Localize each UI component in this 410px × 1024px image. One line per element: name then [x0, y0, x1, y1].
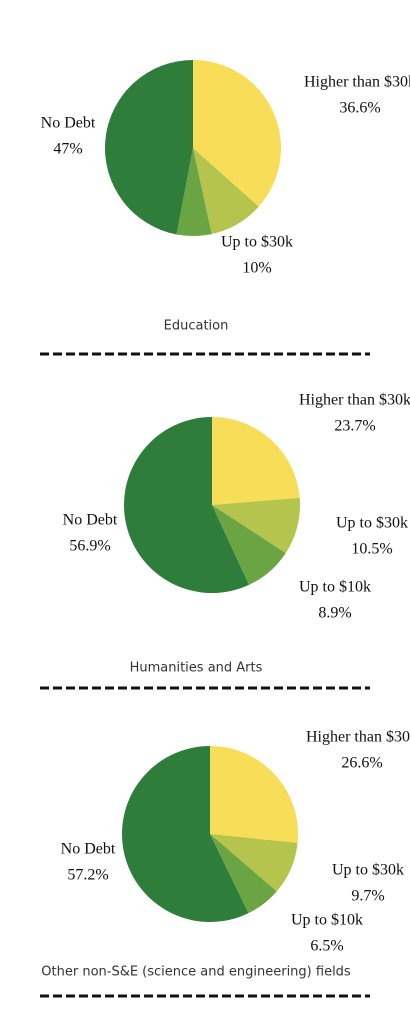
slice-value: 47%	[53, 141, 82, 158]
pie-slice	[193, 60, 281, 207]
slice-label: Up to $30k	[336, 515, 408, 532]
slice-label: Higher than $30k	[306, 729, 410, 746]
pie-slice	[210, 746, 298, 843]
slice-label: No Debt	[61, 841, 116, 858]
slice-label: Up to $10k	[299, 579, 371, 596]
pie-slice	[212, 417, 300, 505]
slice-value: 10%	[242, 260, 271, 277]
slice-label: No Debt	[63, 512, 118, 529]
slice-value: 57.2%	[67, 867, 108, 884]
pie-slice	[122, 746, 249, 922]
slice-value: 36.6%	[339, 100, 380, 117]
pie-slice	[212, 497, 301, 554]
slice-value: 10.5%	[351, 541, 392, 558]
slice-value: 6.5%	[310, 938, 343, 955]
slice-label: Up to $30k	[221, 234, 293, 251]
pie-slice	[210, 834, 298, 892]
pie-slice	[176, 148, 212, 236]
chart-caption: Education	[164, 319, 229, 334]
slice-value: 26.6%	[341, 755, 382, 772]
pie-slice	[104, 60, 193, 235]
slice-label: Higher than $30k	[299, 392, 410, 409]
pie-slice	[124, 417, 249, 594]
slice-value: 23.7%	[334, 418, 375, 435]
pie-slice	[193, 148, 259, 234]
slice-value: 56.9%	[69, 538, 110, 555]
slice-label: Higher than $30k	[304, 74, 410, 91]
pie-slice	[210, 834, 277, 914]
slice-value: 9.7%	[351, 888, 384, 905]
chart-caption: Humanities and Arts	[130, 661, 263, 676]
slice-label: No Debt	[41, 115, 96, 132]
chart-caption: Other non-S&E (science and engineering) …	[41, 965, 351, 980]
pie-slice	[212, 505, 286, 585]
slice-value: 8.9%	[318, 605, 351, 622]
slice-label: Up to $30k	[332, 862, 404, 879]
slice-label: Up to $10k	[291, 912, 363, 929]
